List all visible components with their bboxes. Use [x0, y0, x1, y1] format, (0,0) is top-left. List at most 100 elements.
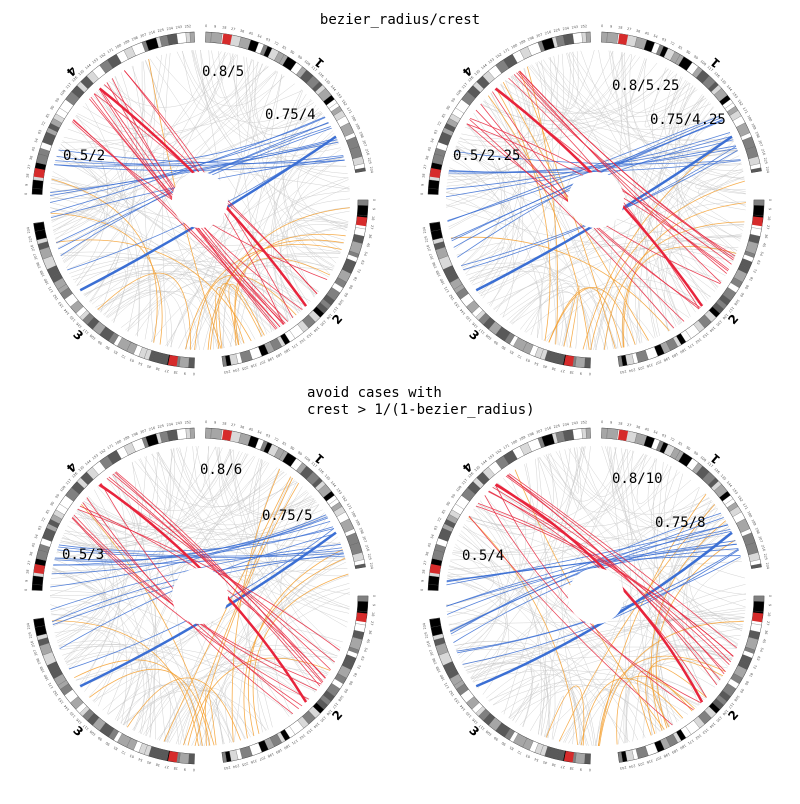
tick-label: 153 — [57, 697, 64, 705]
tick-label: 99 — [693, 55, 699, 61]
orange-link — [558, 504, 716, 742]
grey-link — [529, 65, 721, 130]
orange-link — [215, 287, 245, 349]
chromosome-1: 0 9 18 27 36 45 546372819099108117126135144153… — [205, 24, 374, 173]
blue-link — [446, 543, 737, 581]
grey-link — [49, 61, 146, 200]
grey-link — [233, 449, 335, 664]
orange-link — [599, 621, 744, 747]
highlight-band — [167, 751, 179, 763]
grey-link — [89, 277, 279, 328]
grey-link — [63, 136, 350, 190]
grey-link — [568, 657, 732, 744]
tick-label: 99 — [297, 55, 303, 61]
inner-hole — [172, 568, 228, 624]
cytoband — [32, 179, 44, 190]
grey-link — [60, 254, 333, 271]
tick-label: 54 — [138, 757, 143, 762]
grey-link — [192, 50, 313, 123]
grey-link — [59, 646, 292, 715]
grey-link — [545, 454, 746, 608]
grey-link — [276, 492, 350, 609]
tick-label: 135 — [319, 715, 326, 722]
tick-label: 171 — [346, 503, 353, 511]
grey-link — [511, 162, 742, 324]
tick-label: 27 — [370, 225, 375, 230]
grey-link — [254, 135, 336, 338]
tick-label: 162 — [341, 99, 348, 107]
grey-link — [446, 604, 593, 747]
orange-param-label: 0.8/5.25 — [612, 78, 679, 94]
tick-label: 180 — [679, 743, 687, 750]
tick-label: 63 — [360, 656, 365, 661]
tick-label: 99 — [739, 292, 745, 298]
tick-label: 0 — [589, 372, 591, 376]
grey-link — [698, 168, 746, 211]
chromosome-4: 0 9 18 27 36 45 54 63 72 81 90 99108117126135144153… — [24, 24, 195, 195]
cytoband — [429, 222, 441, 232]
tick-label: 36 — [29, 551, 34, 556]
tick-label: 207 — [758, 140, 764, 147]
tick-label: 234 — [166, 26, 173, 31]
tick-label: 243 — [620, 369, 627, 374]
tick-label: 108 — [485, 730, 493, 737]
tick-label: 90 — [289, 50, 295, 56]
grey-link — [454, 640, 548, 736]
orange-link — [649, 665, 707, 728]
tick-label: 63 — [661, 433, 667, 438]
tick-label: 27 — [560, 368, 565, 373]
tick-label: 72 — [752, 664, 757, 670]
chromosome-label: 4 — [459, 459, 475, 475]
grey-link — [555, 451, 710, 515]
cytoband — [601, 31, 608, 43]
grey-link — [270, 126, 331, 320]
tick-label: 90 — [685, 50, 691, 56]
tick-label: 117 — [65, 478, 72, 486]
grey-link — [455, 146, 592, 350]
grey-link — [480, 500, 542, 735]
tick-label: 198 — [663, 356, 671, 362]
grey-link — [218, 447, 317, 515]
chromosome-2: 0 9 18 27 36 45 54 63 72 81 90 99108117126135144153… — [617, 595, 772, 770]
tick-label: 99 — [739, 688, 745, 694]
tick-label: 144 — [726, 84, 733, 92]
tick-label: 108 — [337, 694, 344, 702]
grey-link — [54, 471, 285, 559]
tick-label: 108 — [733, 298, 740, 306]
tick-label: 225 — [637, 761, 644, 767]
grey-link — [525, 285, 704, 333]
grey-link — [459, 533, 587, 746]
tick-label: 18 — [569, 370, 574, 375]
tick-label: 72 — [121, 750, 127, 755]
tick-label: 225 — [424, 236, 429, 243]
tick-label: 225 — [28, 236, 33, 243]
grey-link — [610, 446, 718, 525]
grey-link — [96, 256, 339, 310]
grey-link — [596, 663, 716, 747]
tick-label: 180 — [350, 511, 357, 519]
tick-label: 126 — [713, 71, 720, 78]
tick-label: 144 — [63, 308, 70, 316]
tick-label: 171 — [503, 443, 511, 450]
tick-label: 81 — [677, 45, 683, 51]
tick-label: 153 — [731, 91, 738, 99]
tick-label: 135 — [474, 465, 481, 472]
grey-link — [208, 50, 253, 99]
grey-link — [629, 58, 647, 104]
tick-label: 18 — [569, 766, 574, 771]
tick-label: 216 — [426, 640, 432, 647]
grey-link — [218, 51, 323, 130]
grey-link — [605, 446, 670, 727]
grey-link — [446, 191, 515, 318]
tick-label: 162 — [448, 689, 455, 697]
tick-label: 171 — [107, 47, 115, 54]
cytoband — [31, 584, 43, 591]
cytoband — [178, 752, 190, 764]
grey-link — [570, 52, 717, 290]
tick-label: 162 — [298, 337, 306, 344]
red-param-label: 0.5/3 — [62, 547, 104, 563]
grey-link — [60, 58, 156, 257]
tick-label: 117 — [728, 702, 735, 710]
tick-label: 45 — [248, 427, 253, 432]
grey-link — [106, 446, 188, 714]
